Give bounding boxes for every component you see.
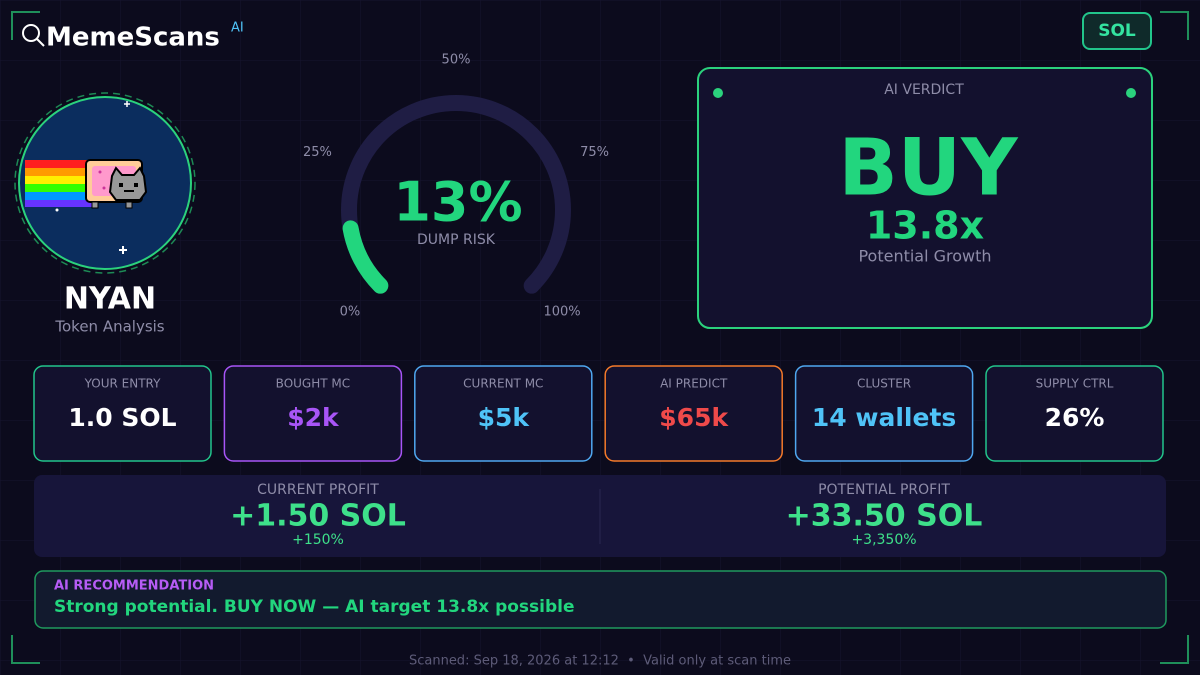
search-icon xyxy=(22,24,45,47)
stat-card xyxy=(33,365,212,462)
stat-label: BOUGHT MC xyxy=(276,377,350,391)
profit-label: POTENTIAL PROFIT xyxy=(818,482,950,498)
panel-dot xyxy=(1126,88,1136,98)
chain-badge[interactable] xyxy=(1082,12,1152,50)
corner-brackets xyxy=(11,11,1189,664)
gauge-tick-label: 100% xyxy=(543,305,580,320)
stat-card xyxy=(223,365,403,462)
verdict-panel xyxy=(697,67,1153,329)
recommendation-text: Strong potential. BUY NOW — AI target 13… xyxy=(54,597,575,617)
profit-value: +33.50 SOL xyxy=(786,499,983,534)
stat-label: CURRENT MC xyxy=(463,377,543,391)
verdict-action: BUY xyxy=(838,123,1019,213)
verdict-title: AI VERDICT xyxy=(884,82,964,98)
profit-percent: +3,350% xyxy=(851,532,916,548)
profit-label: CURRENT PROFIT xyxy=(257,482,379,498)
stat-label: SUPPLY CTRL xyxy=(1036,377,1114,391)
gauge-value: 13% xyxy=(393,171,522,234)
gauge-tick-label: 75% xyxy=(580,145,609,160)
stat-card xyxy=(985,365,1164,462)
verdict-caption: Potential Growth xyxy=(858,247,991,266)
brand-badge: AI xyxy=(231,21,244,36)
stat-card xyxy=(414,365,593,462)
gauge-tick-label: 25% xyxy=(303,145,332,160)
stat-label: AI PREDICT xyxy=(660,377,728,391)
recommendation-panel xyxy=(34,570,1167,629)
brand: MemeScans xyxy=(46,23,220,53)
stat-cards: YOUR ENTRY 1.0 SOL BOUGHT MC $2k CURRENT MC $… xyxy=(33,365,1164,462)
stat-card xyxy=(794,365,974,462)
chain-label[interactable]: SOL xyxy=(1098,21,1136,41)
gauge-track xyxy=(341,95,571,294)
profit-value: +1.50 SOL xyxy=(230,499,406,534)
token-subtitle: Token Analysis xyxy=(54,318,164,336)
verdict-multiplier: 13.8x xyxy=(866,204,984,248)
recommendation-title: AI RECOMMENDATION xyxy=(54,579,214,594)
stat-value: $2k xyxy=(287,403,340,432)
profit-percent: +150% xyxy=(292,532,344,548)
gauge-tick-label: 0% xyxy=(340,305,361,320)
panel-dot xyxy=(713,88,723,98)
footer: Scanned: Sep 18, 2026 at 12:12 • Valid o… xyxy=(409,654,791,669)
stat-value: $5k xyxy=(478,403,531,432)
stat-value: 14 wallets xyxy=(812,403,956,432)
stat-card xyxy=(604,365,783,462)
profit-group: CURRENT PROFIT+1.50 SOL+150% POTENTIAL PR… xyxy=(230,482,982,548)
nyan-art xyxy=(25,101,148,254)
token-symbol: NYAN xyxy=(64,282,156,317)
gauge-tick-label: 50% xyxy=(442,53,471,68)
stat-value: $65k xyxy=(659,403,729,432)
avatar-ring xyxy=(14,92,196,274)
gauge-fill xyxy=(342,220,389,294)
gauge: 0% 25% 50% 75% 100% xyxy=(303,53,609,320)
gauge-caption: DUMP RISK xyxy=(417,232,496,248)
stat-label: CLUSTER xyxy=(857,377,911,391)
stat-label: YOUR ENTRY xyxy=(84,377,162,391)
stat-value: 26% xyxy=(1045,403,1105,432)
stat-value: 1.0 SOL xyxy=(68,403,176,432)
